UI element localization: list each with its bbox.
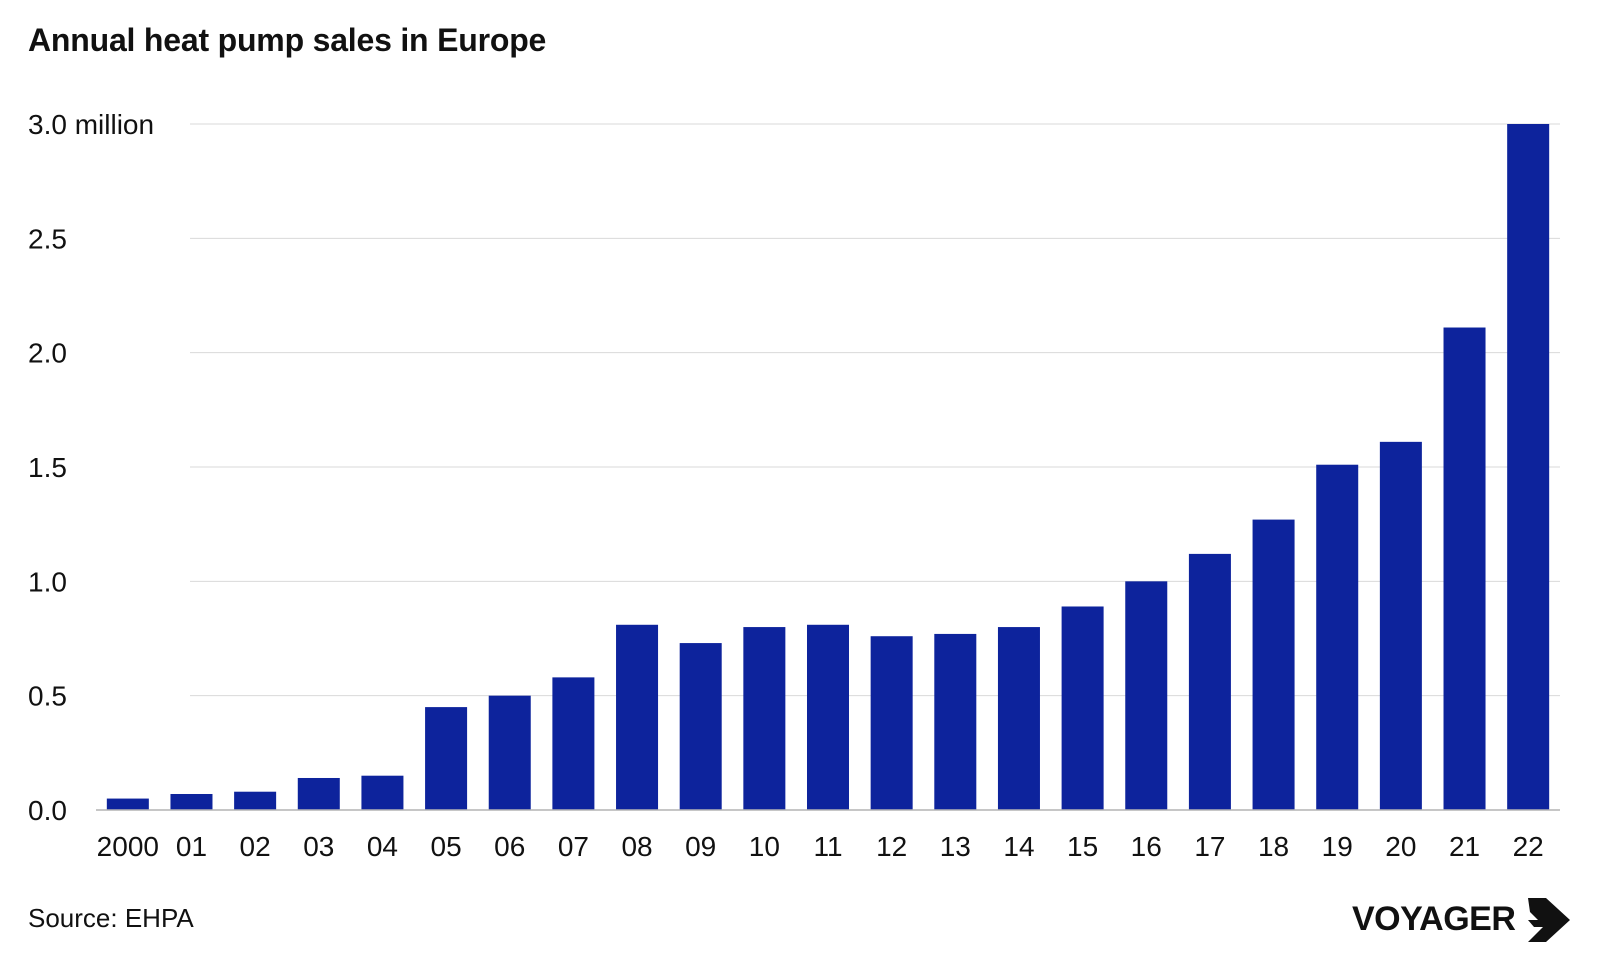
bars (106, 124, 1550, 810)
x-tick-label: 2000 (97, 831, 159, 862)
x-tick-label: 16 (1131, 831, 1162, 862)
x-tick-label: 19 (1322, 831, 1353, 862)
bar (870, 636, 913, 810)
bar (425, 707, 468, 810)
x-tick-label: 10 (749, 831, 780, 862)
chart-title: Annual heat pump sales in Europe (28, 22, 547, 58)
bar (1061, 606, 1104, 810)
x-tick-label: 12 (876, 831, 907, 862)
y-tick-label: 1.5 (28, 452, 67, 483)
bar (743, 627, 786, 810)
y-tick-label: 0.0 (28, 795, 67, 826)
bar (1507, 124, 1550, 810)
bar (170, 793, 213, 810)
bar (552, 677, 595, 810)
x-tick-label: 15 (1067, 831, 1098, 862)
y-tick-label: 0.5 (28, 681, 67, 712)
bar (1252, 519, 1295, 810)
bar (616, 624, 659, 810)
bar (1316, 464, 1359, 810)
x-tick-label: 07 (558, 831, 589, 862)
bar (997, 627, 1040, 810)
bar-chart: 0.0 0.5 1.0 1.5 2.0 2.5 3.0 million 2000 01 02 03… (28, 109, 1560, 862)
voyager-logo: VOYAGER (1352, 896, 1582, 946)
bar (934, 633, 977, 810)
y-tick-label: 2.5 (28, 223, 67, 254)
x-tick-label: 11 (813, 831, 842, 862)
y-tick-label: 1.0 (28, 566, 67, 597)
x-tick-label: 05 (431, 831, 462, 862)
x-tick-label: 21 (1449, 831, 1480, 862)
bar (1379, 441, 1422, 810)
x-tick-label: 03 (303, 831, 334, 862)
bar (806, 624, 850, 810)
x-tick-label: 20 (1385, 831, 1416, 862)
x-tick-label: 14 (1003, 831, 1034, 862)
y-axis-labels: 0.0 0.5 1.0 1.5 2.0 2.5 3.0 million (28, 109, 154, 826)
source-note: Source: EHPA (28, 903, 194, 933)
x-tick-label: 22 (1513, 831, 1544, 862)
bar (488, 695, 531, 810)
y-tick-label: 2.0 (28, 338, 67, 369)
bar (1188, 553, 1231, 810)
x-tick-label: 01 (176, 831, 207, 862)
x-tick-label: 17 (1194, 831, 1225, 862)
x-tick-label: 09 (685, 831, 716, 862)
grid-lines (190, 123, 1560, 697)
bar (1125, 581, 1168, 810)
bar (234, 791, 277, 810)
x-tick-label: 08 (621, 831, 652, 862)
bar (297, 777, 340, 810)
x-tick-label: 04 (367, 831, 398, 862)
bar (106, 798, 149, 810)
bar (361, 775, 404, 810)
y-tick-label: 3.0 million (28, 109, 154, 140)
x-tick-label: 18 (1258, 831, 1289, 862)
bar (679, 643, 722, 810)
x-axis-labels: 2000 01 02 03 04 05 06 07 08 09 10 11 12 13 14 15 16 17 18… (97, 831, 1544, 862)
logo-wordmark: VOYAGER (1352, 900, 1516, 938)
x-tick-label: 06 (494, 831, 525, 862)
x-tick-label: 02 (240, 831, 271, 862)
x-tick-label: 13 (940, 831, 971, 862)
logo-arrow-icon (1528, 898, 1570, 942)
bar (1443, 327, 1486, 810)
